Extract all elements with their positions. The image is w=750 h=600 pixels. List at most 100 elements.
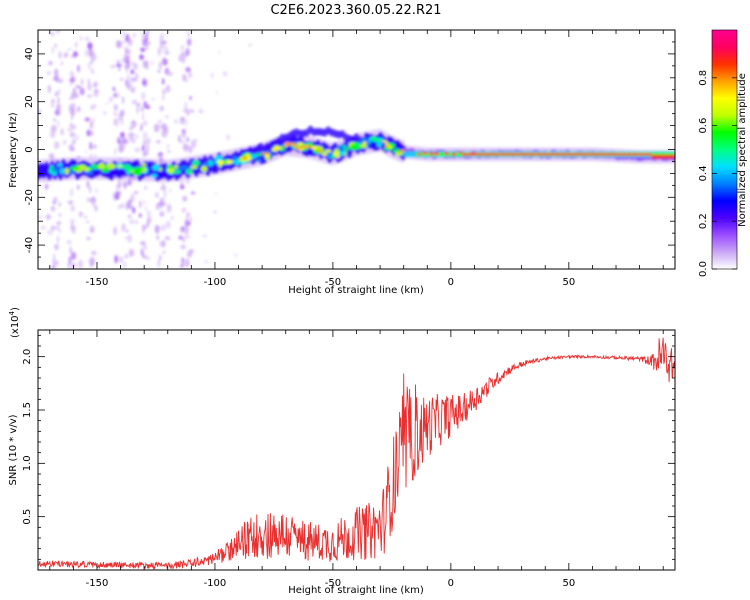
spectrogram-hotspot <box>321 152 328 156</box>
spectrogram-noise-speck <box>126 74 131 83</box>
spectrogram-noise-speck <box>139 54 145 60</box>
spectrogram-noise-speck <box>118 112 124 121</box>
spectrogram-noise-speck <box>180 226 185 232</box>
spectrogram-noise-speck <box>76 106 81 113</box>
spectrogram-blob <box>173 165 179 170</box>
spectrogram-noise-speck <box>184 218 189 228</box>
spectrogram-noise-speck <box>53 253 56 262</box>
spectrogram-blob <box>255 153 261 157</box>
spectrogram-noise-speck <box>167 71 173 76</box>
spectrogram-tone-peak-spot <box>461 153 466 157</box>
colorbar-tick-label: 0.8 <box>698 70 709 86</box>
spectrogram-noise-speck <box>56 235 60 244</box>
spectrogram-hotspot <box>333 152 338 156</box>
spectrogram-noise-speck <box>77 259 84 269</box>
spectrogram-blob <box>191 160 200 166</box>
spectrogram-noise-speck <box>161 182 164 186</box>
spectrogram-noise-speck <box>94 80 98 87</box>
spectrogram-noise-speck <box>165 220 172 229</box>
spectrogram-blob <box>153 164 159 171</box>
spectrogram-noise-speck <box>51 264 56 269</box>
spectrogram-noise-speck <box>119 143 126 151</box>
spectrogram-hotspot <box>242 156 248 160</box>
spectrogram-noise-speck <box>67 48 72 51</box>
spectrogram-noise-speck <box>146 142 150 148</box>
spectrogram-tone-peak-spot <box>466 153 471 156</box>
spectrogram-noise-speck <box>210 72 214 79</box>
spectrogram-noise-speck <box>178 235 183 240</box>
spectrogram-hotspot <box>226 159 233 163</box>
spectrogram-noise-speck <box>73 51 78 58</box>
spectrogram-x-tick-label: 50 <box>562 277 575 288</box>
spectrogram-noise-speck <box>159 105 165 112</box>
spectrogram-noise-speck <box>84 215 88 220</box>
spectrogram-noise-speck <box>130 77 136 83</box>
spectrogram-hotspot <box>382 140 388 143</box>
spectrogram-hotspot <box>261 152 266 155</box>
spectrogram-noise-speck <box>135 102 141 107</box>
spectrogram-noise-speck <box>185 136 189 143</box>
spectrogram-blob <box>141 163 147 167</box>
spectrogram-noise-speck <box>168 202 171 211</box>
spectrogram-noise-speck <box>122 38 127 44</box>
spectrogram-noise-speck <box>68 256 72 265</box>
spectrogram-noise-speck <box>91 250 97 256</box>
spectrogram-noise-speck <box>248 43 253 47</box>
spectrogram-noise-speck <box>57 96 60 105</box>
spectrogram-noise-speck <box>123 261 126 268</box>
spectrogram-noise-speck <box>121 57 127 64</box>
spectrogram-noise-speck <box>72 94 78 98</box>
spectrogram-noise-speck <box>140 106 144 112</box>
spectrogram-noise-speck <box>38 214 42 220</box>
spectrogram-noise-speck <box>57 104 62 112</box>
spectrogram-noise-speck <box>128 126 134 130</box>
spectrogram-noise-speck <box>113 118 119 127</box>
spectrogram-noise-speck <box>50 31 54 37</box>
spectrogram-noise-speck <box>142 224 145 234</box>
spectrogram-noise-speck <box>182 237 185 243</box>
spectrogram-noise-speck <box>62 139 67 145</box>
spectrogram-noise-speck <box>143 200 146 204</box>
spectrogram-noise-speck <box>158 201 162 206</box>
spectrogram-noise-speck <box>190 140 197 149</box>
spectrogram-noise-speck <box>157 120 163 124</box>
spectrogram-noise-speck <box>162 88 166 96</box>
spectrogram-noise-speck <box>92 117 95 124</box>
spectrogram-noise-speck <box>124 64 130 70</box>
spectrogram-tone-peak-spot <box>417 152 422 156</box>
snr-background <box>38 330 675 570</box>
spectrogram-noise-speck <box>151 60 154 66</box>
spectrogram-hotspot <box>388 145 392 149</box>
spectrogram-noise-speck <box>180 244 187 250</box>
spectrogram-blobs <box>38 30 675 269</box>
spectrogram-noise-speck <box>121 223 126 233</box>
spectrogram-noise-speck <box>122 30 125 38</box>
spectrogram-noise-speck <box>154 191 159 199</box>
spectrogram-noise-speck <box>127 234 132 243</box>
spectrogram-blob <box>375 134 385 138</box>
spectrogram-noise-speck <box>55 243 59 251</box>
spectrogram-noise-speck <box>146 41 151 45</box>
spectrogram-noise-speck <box>153 123 160 133</box>
spectrogram-noise-speck <box>87 42 93 50</box>
spectrogram-noise-speck <box>115 63 122 68</box>
spectrogram-blob <box>350 143 357 147</box>
spectrogram-noise-speck <box>90 104 95 111</box>
colorbar-tick-label: 0.2 <box>698 213 709 229</box>
spectrogram-noise-speck <box>184 233 190 240</box>
spectrogram-noise-speck <box>180 139 185 144</box>
spectrogram-noise-speck <box>128 248 135 257</box>
spectrogram-noise-speck <box>86 129 91 137</box>
spectrogram-blob <box>324 151 333 158</box>
spectrogram-noise-speck <box>90 262 93 268</box>
spectrogram-noise-speck <box>58 51 62 59</box>
spectrogram-hotspot <box>304 145 312 149</box>
spectrogram-hotspot <box>264 154 270 158</box>
spectrogram-noise-speck <box>163 126 169 135</box>
spectrogram-tone-peak-spot <box>423 151 428 155</box>
spectrogram-noise-speck <box>85 220 90 224</box>
spectrogram-blob <box>255 158 262 163</box>
spectrogram-noise-speck <box>144 205 147 212</box>
spectrogram-noise-speck <box>84 36 90 42</box>
